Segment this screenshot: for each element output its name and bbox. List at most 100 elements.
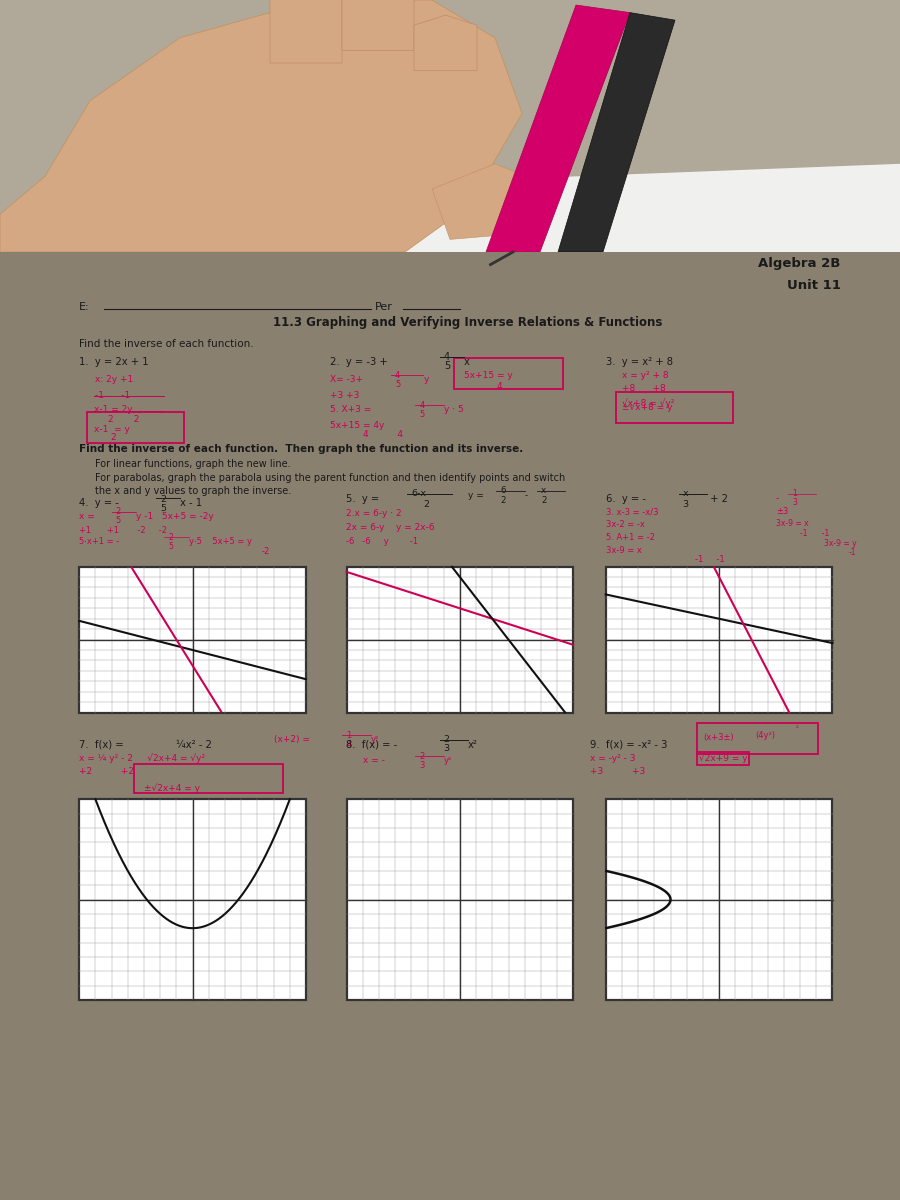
Text: 1: 1 [346, 731, 352, 739]
Text: -1: -1 [849, 548, 856, 557]
Text: -1      -1: -1 -1 [95, 391, 130, 400]
Text: 8.  f(x) = -: 8. f(x) = - [346, 740, 398, 750]
Text: 4: 4 [419, 401, 425, 409]
Text: 2: 2 [500, 496, 506, 504]
Text: x = y² + 8: x = y² + 8 [622, 371, 669, 379]
Polygon shape [0, 0, 522, 252]
Text: 4          4: 4 4 [363, 430, 402, 439]
Text: Find the inverse of each function.  Then graph the function and its inverse.: Find the inverse of each function. Then … [79, 444, 524, 454]
Text: 6-x: 6-x [411, 490, 427, 498]
Text: 2x = 6-y    y = 2x-6: 2x = 6-y y = 2x-6 [346, 523, 435, 532]
Text: x-1  = y: x-1 = y [94, 425, 130, 434]
Text: x-1 = 2y: x-1 = 2y [94, 406, 132, 414]
Text: +3 +3: +3 +3 [330, 391, 360, 400]
Text: x: x [464, 356, 470, 367]
Text: ¼x² - 2: ¼x² - 2 [176, 740, 212, 750]
Text: Algebra 2B: Algebra 2B [758, 257, 841, 270]
Text: 1: 1 [792, 490, 796, 498]
Text: x = -y² - 3: x = -y² - 3 [590, 754, 635, 763]
Text: + 2: + 2 [707, 493, 728, 504]
Text: 3x-9 = x: 3x-9 = x [776, 520, 808, 528]
Text: 2: 2 [419, 751, 425, 761]
Text: x - 1: x - 1 [180, 498, 202, 509]
Text: x =: x = [79, 512, 98, 521]
Text: 3x-9 = y: 3x-9 = y [824, 539, 857, 548]
Text: 2: 2 [115, 508, 121, 516]
Text: 5⋅x+1 = -: 5⋅x+1 = - [79, 538, 120, 546]
Bar [79, 799, 306, 1000]
Text: 2: 2 [110, 432, 115, 442]
Text: 2: 2 [423, 500, 429, 509]
Text: -: - [776, 493, 779, 503]
Text: y²: y² [371, 736, 379, 744]
Text: 6.  y = -: 6. y = - [606, 493, 645, 504]
Text: ±3: ±3 [776, 508, 788, 516]
Text: 5.  y =: 5. y = [346, 493, 380, 504]
Text: (x+3±): (x+3±) [703, 733, 733, 742]
Text: (x+2) =: (x+2) = [274, 736, 312, 744]
Text: 2.x = 6-y ⋅ 2: 2.x = 6-y ⋅ 2 [346, 509, 402, 518]
Polygon shape [270, 0, 342, 62]
Bar [346, 566, 573, 713]
Text: 5: 5 [115, 516, 121, 526]
Bar [606, 799, 832, 1000]
Text: For linear functions, graph the new line.: For linear functions, graph the new line… [95, 460, 291, 469]
Text: x: x [541, 486, 546, 496]
Text: y⋅5    5x+5 = y: y⋅5 5x+5 = y [189, 538, 252, 546]
Text: √x+8 = √y²: √x+8 = √y² [622, 398, 674, 408]
Text: y =: y = [468, 491, 484, 500]
Text: 3: 3 [682, 500, 688, 509]
Text: X= -3+: X= -3+ [330, 376, 366, 384]
Text: (4y²): (4y²) [755, 731, 776, 739]
Text: y²: y² [444, 756, 452, 766]
Text: -: - [525, 491, 527, 500]
Text: the x and y values to graph the inverse.: the x and y values to graph the inverse. [95, 486, 292, 497]
Text: 3.  y = x² + 8: 3. y = x² + 8 [606, 356, 672, 367]
Text: 5x+15 = 4y: 5x+15 = 4y [330, 421, 384, 430]
Text: x: 2y +1: x: 2y +1 [95, 376, 133, 384]
Text: 5. A+1 = -2: 5. A+1 = -2 [606, 533, 654, 542]
Text: +1      +1       -2     -2: +1 +1 -2 -2 [79, 526, 167, 534]
Text: For parabolas, graph the parabola using the parent function and then identify po: For parabolas, graph the parabola using … [95, 473, 565, 482]
Text: 5: 5 [419, 409, 425, 419]
Text: 6: 6 [500, 486, 506, 496]
Polygon shape [486, 5, 630, 252]
Text: 2.  y = -3 +: 2. y = -3 + [330, 356, 392, 367]
Text: 4: 4 [395, 371, 400, 379]
Text: 2: 2 [444, 736, 450, 744]
Text: 5. X+3 =: 5. X+3 = [330, 406, 374, 414]
Text: x = ¼ y² - 2     √2x+4 = √y²: x = ¼ y² - 2 √2x+4 = √y² [79, 754, 205, 763]
Text: 3. x-3 = -x/3: 3. x-3 = -x/3 [606, 508, 658, 516]
Text: Per: Per [374, 302, 392, 312]
Text: y -1   5x+5 = -2y: y -1 5x+5 = -2y [136, 512, 213, 521]
Bar [79, 566, 306, 713]
Text: 3: 3 [419, 761, 425, 770]
Text: 2: 2 [160, 494, 166, 504]
Text: 4: 4 [497, 382, 502, 390]
Text: +8      +8: +8 +8 [622, 384, 666, 394]
Text: E:: E: [79, 302, 90, 312]
Text: +2          +2: +2 +2 [79, 767, 134, 776]
Polygon shape [0, 0, 900, 252]
Text: y: y [423, 376, 428, 384]
Text: 4: 4 [444, 353, 450, 362]
Bar [346, 799, 573, 1000]
Text: -1      -1: -1 -1 [800, 529, 830, 539]
Text: 1.  y = 2x + 1: 1. y = 2x + 1 [79, 356, 148, 367]
Polygon shape [0, 163, 900, 252]
Text: x: x [682, 490, 688, 498]
Polygon shape [558, 12, 675, 252]
Text: 3: 3 [792, 498, 796, 508]
Text: 2: 2 [541, 496, 546, 504]
Text: ±√2x+4 = y: ±√2x+4 = y [144, 784, 200, 793]
Text: Find the inverse of each function.: Find the inverse of each function. [79, 338, 254, 349]
Text: 5: 5 [168, 542, 173, 551]
Text: 3x-2 = -x: 3x-2 = -x [606, 520, 644, 529]
Text: 3x-9 = x: 3x-9 = x [606, 546, 642, 554]
Text: 11.3 Graphing and Verifying Inverse Relations & Functions: 11.3 Graphing and Verifying Inverse Rela… [274, 316, 662, 329]
Text: +3          +3: +3 +3 [590, 767, 644, 776]
Text: 5: 5 [444, 361, 450, 372]
Polygon shape [414, 16, 477, 71]
Text: 5: 5 [395, 379, 400, 389]
Text: -1     -1: -1 -1 [695, 554, 725, 564]
